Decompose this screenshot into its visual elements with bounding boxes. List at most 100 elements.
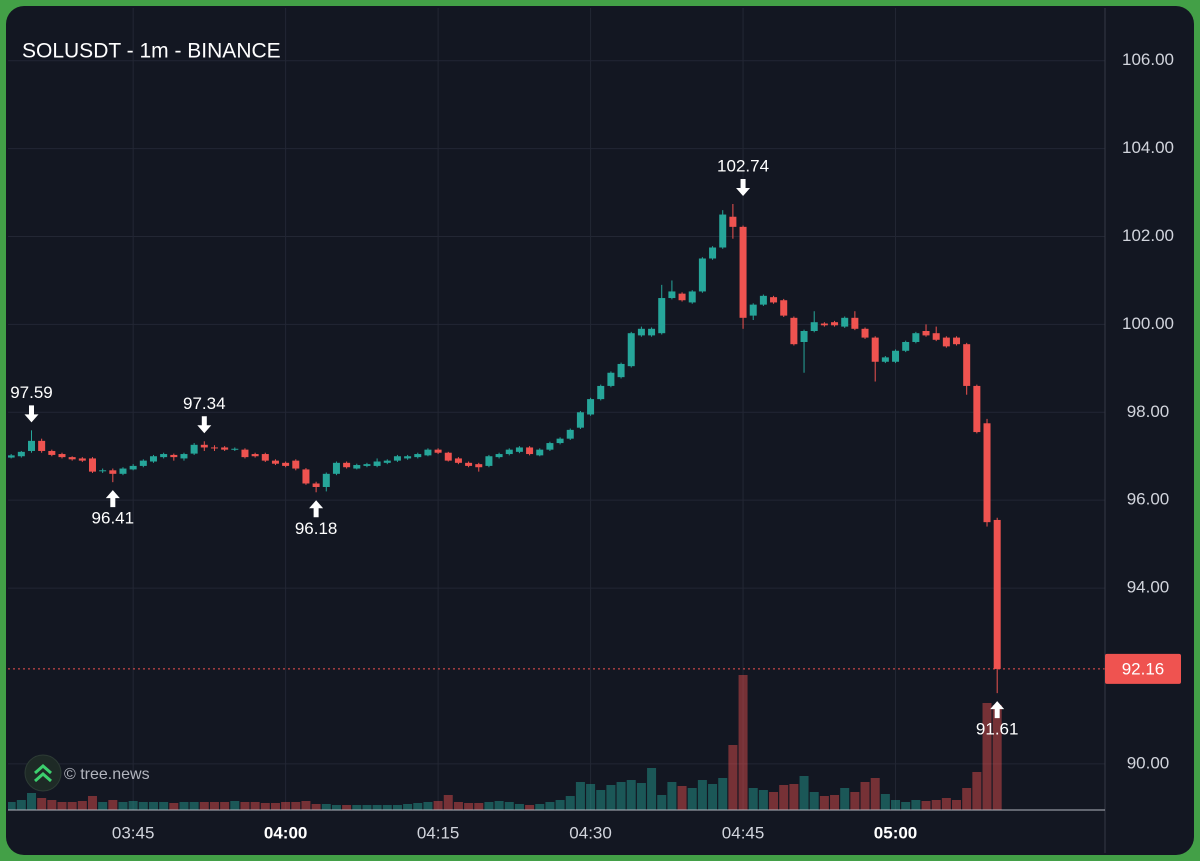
volume-bar — [362, 805, 372, 810]
volume-bar — [148, 802, 158, 810]
candle-body — [688, 291, 696, 303]
candle-body — [271, 460, 279, 464]
candle-body — [231, 448, 239, 450]
last-price-label: 92.16 — [1122, 659, 1165, 678]
candle-body — [48, 450, 56, 455]
annotation-label: 96.18 — [295, 519, 338, 538]
candle-body — [892, 350, 900, 362]
x-tick-label: 05:00 — [874, 823, 917, 842]
candle-body — [312, 483, 320, 488]
candle-body — [607, 372, 615, 386]
candle-body — [587, 399, 595, 415]
candle-body — [851, 317, 859, 329]
volume-bar — [352, 805, 362, 810]
volume-bar — [850, 792, 860, 810]
candle-body — [922, 330, 930, 336]
volume-bar — [819, 796, 829, 810]
annotation-arrow — [309, 500, 324, 518]
candle-body — [637, 328, 645, 336]
candle-body — [526, 447, 534, 455]
volume-bar — [57, 802, 67, 810]
volume-bar — [504, 802, 514, 810]
volume-bar — [67, 802, 77, 810]
volume-bar — [708, 784, 718, 810]
volume-bar — [372, 805, 382, 810]
volume-bar — [138, 802, 148, 810]
volume-bar — [779, 785, 789, 810]
candle-body — [709, 247, 717, 259]
volume-bar — [972, 772, 982, 810]
candle-body — [841, 317, 849, 327]
annotation-arrow — [197, 416, 212, 434]
candle-body — [536, 449, 544, 456]
volume-bar — [748, 788, 758, 810]
volume-bar — [8, 802, 16, 810]
candle-body — [627, 333, 635, 367]
volume-bar — [921, 801, 931, 810]
volume-bar — [545, 802, 555, 810]
volume-bar — [891, 800, 901, 810]
x-tick-label: 03:45 — [112, 823, 155, 842]
candle-body — [912, 333, 920, 342]
candle-body — [210, 447, 218, 449]
volume-bar — [992, 705, 1002, 810]
candle-body — [658, 298, 666, 334]
candle-body — [831, 322, 839, 326]
annotation-label: 97.59 — [10, 383, 53, 402]
volume-bar — [525, 805, 535, 810]
candle-body — [200, 444, 208, 448]
y-tick-label: 102.00 — [1122, 226, 1174, 245]
annotation-arrow — [105, 490, 120, 508]
volume-bar — [128, 801, 138, 810]
candle-body — [139, 460, 147, 466]
candle-body — [404, 456, 412, 459]
volume-bar — [108, 800, 118, 810]
volume-bar — [433, 801, 443, 810]
candle-body — [424, 449, 432, 456]
volume-bar — [392, 805, 402, 810]
candle-body — [353, 465, 361, 469]
last-price-badge — [1105, 653, 1181, 684]
volume-bar — [16, 800, 26, 810]
volume-bar — [301, 801, 311, 810]
candle-body — [149, 456, 157, 462]
candle-body — [190, 444, 198, 454]
volume-bar — [98, 802, 108, 810]
candle-body — [434, 449, 442, 453]
axes: 90.00 94.00 96.00 98.00 100.00 102.00 104.00 10… — [10, 50, 1181, 842]
annotation-label: 91.61 — [976, 720, 1019, 739]
volume-bar — [494, 801, 504, 810]
volume-bar — [647, 768, 657, 810]
volume-bar — [443, 795, 453, 810]
volume-bar — [870, 778, 880, 810]
volume-bar — [769, 792, 779, 810]
volume-bar — [880, 794, 890, 810]
volume-bar — [413, 803, 423, 810]
volume-pane — [8, 675, 1002, 810]
candle-body — [322, 473, 330, 488]
candle-body — [393, 456, 401, 461]
volume-bar — [270, 803, 280, 810]
volume-bar — [860, 782, 870, 810]
volume-bar — [728, 745, 738, 810]
candle-body — [505, 449, 513, 455]
candle-body — [363, 464, 371, 466]
candle-body — [373, 461, 381, 466]
volume-bar — [789, 784, 799, 810]
candle-body — [129, 465, 137, 470]
volume-bar — [962, 788, 972, 810]
volume-bar — [606, 785, 616, 810]
candle-body — [302, 469, 310, 484]
candle-body — [17, 451, 25, 457]
annotation-arrow — [736, 178, 751, 196]
candle-body — [983, 423, 991, 523]
annotation-label: 96.41 — [92, 509, 135, 528]
volume-bar — [382, 805, 392, 810]
candle-body — [444, 452, 452, 461]
candle-body — [332, 462, 340, 474]
candle-body — [109, 470, 117, 474]
candle-body — [942, 337, 950, 347]
volume-bar — [37, 798, 47, 810]
